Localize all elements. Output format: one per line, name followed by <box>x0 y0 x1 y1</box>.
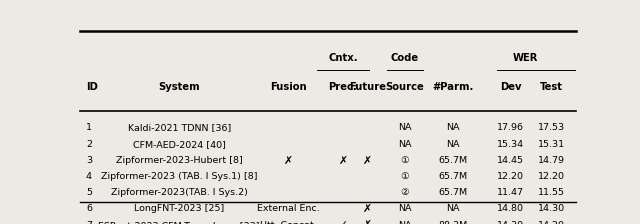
Text: 11.55: 11.55 <box>538 188 564 197</box>
Text: Zipformer-2023-Hubert [8]: Zipformer-2023-Hubert [8] <box>116 156 243 165</box>
Text: 12.20: 12.20 <box>497 172 524 181</box>
Text: ①: ① <box>401 172 409 181</box>
Text: NA: NA <box>398 140 412 149</box>
Text: NA: NA <box>446 140 460 149</box>
Text: Future: Future <box>349 82 386 92</box>
Text: 17.96: 17.96 <box>497 123 524 132</box>
Text: Utt. Concat.: Utt. Concat. <box>260 221 317 224</box>
Text: NA: NA <box>398 204 412 213</box>
Text: Source: Source <box>385 82 424 92</box>
Text: ①: ① <box>401 156 409 165</box>
Text: 15.34: 15.34 <box>497 140 524 149</box>
Text: 1: 1 <box>86 123 92 132</box>
Text: Zipformer-2023 (TAB. I Sys.1) [8]: Zipformer-2023 (TAB. I Sys.1) [8] <box>101 172 257 181</box>
Text: 14.20: 14.20 <box>538 221 564 224</box>
Text: Cntx.: Cntx. <box>328 53 358 63</box>
Text: ✗: ✗ <box>339 155 348 166</box>
Text: 14.45: 14.45 <box>497 156 524 165</box>
Text: ✗: ✗ <box>284 155 293 166</box>
Text: ✗: ✗ <box>363 220 372 224</box>
Text: NA: NA <box>446 123 460 132</box>
Text: NA: NA <box>398 123 412 132</box>
Text: 65.7M: 65.7M <box>438 172 468 181</box>
Text: WER: WER <box>512 53 538 63</box>
Text: External Enc.: External Enc. <box>257 204 319 213</box>
Text: ✓: ✓ <box>339 220 348 224</box>
Text: Fusion: Fusion <box>270 82 307 92</box>
Text: Kaldi-2021 TDNN [36]: Kaldi-2021 TDNN [36] <box>127 123 231 132</box>
Text: 11.47: 11.47 <box>497 188 524 197</box>
Text: ②: ② <box>401 188 409 197</box>
Text: 2: 2 <box>86 140 92 149</box>
Text: 14.30: 14.30 <box>497 221 524 224</box>
Text: 12.20: 12.20 <box>538 172 564 181</box>
Text: LongFNT-2023 [25]: LongFNT-2023 [25] <box>134 204 225 213</box>
Text: Zipformer-2023(TAB. I Sys.2): Zipformer-2023(TAB. I Sys.2) <box>111 188 248 197</box>
Text: ESPnet-2023 CFM-Transducer [33]: ESPnet-2023 CFM-Transducer [33] <box>99 221 260 224</box>
Text: 14.30: 14.30 <box>538 204 564 213</box>
Text: ID: ID <box>86 82 98 92</box>
Text: 15.31: 15.31 <box>538 140 564 149</box>
Text: 4: 4 <box>86 172 92 181</box>
Text: Prec.: Prec. <box>328 82 357 92</box>
Text: 5: 5 <box>86 188 92 197</box>
Text: NA: NA <box>398 221 412 224</box>
Text: Dev: Dev <box>500 82 521 92</box>
Text: #Parm.: #Parm. <box>432 82 474 92</box>
Text: 65.7M: 65.7M <box>438 156 468 165</box>
Text: 17.53: 17.53 <box>538 123 564 132</box>
Text: 65.7M: 65.7M <box>438 188 468 197</box>
Text: NA: NA <box>446 204 460 213</box>
Text: Code: Code <box>391 53 419 63</box>
Text: 88.3M: 88.3M <box>438 221 468 224</box>
Text: CFM-AED-2024 [40]: CFM-AED-2024 [40] <box>132 140 226 149</box>
Text: 6: 6 <box>86 204 92 213</box>
Text: 14.80: 14.80 <box>497 204 524 213</box>
Text: Test: Test <box>540 82 563 92</box>
Text: ✗: ✗ <box>363 204 372 214</box>
Text: 3: 3 <box>86 156 92 165</box>
Text: System: System <box>158 82 200 92</box>
Text: 14.79: 14.79 <box>538 156 564 165</box>
Text: 7: 7 <box>86 221 92 224</box>
Text: ✗: ✗ <box>363 155 372 166</box>
